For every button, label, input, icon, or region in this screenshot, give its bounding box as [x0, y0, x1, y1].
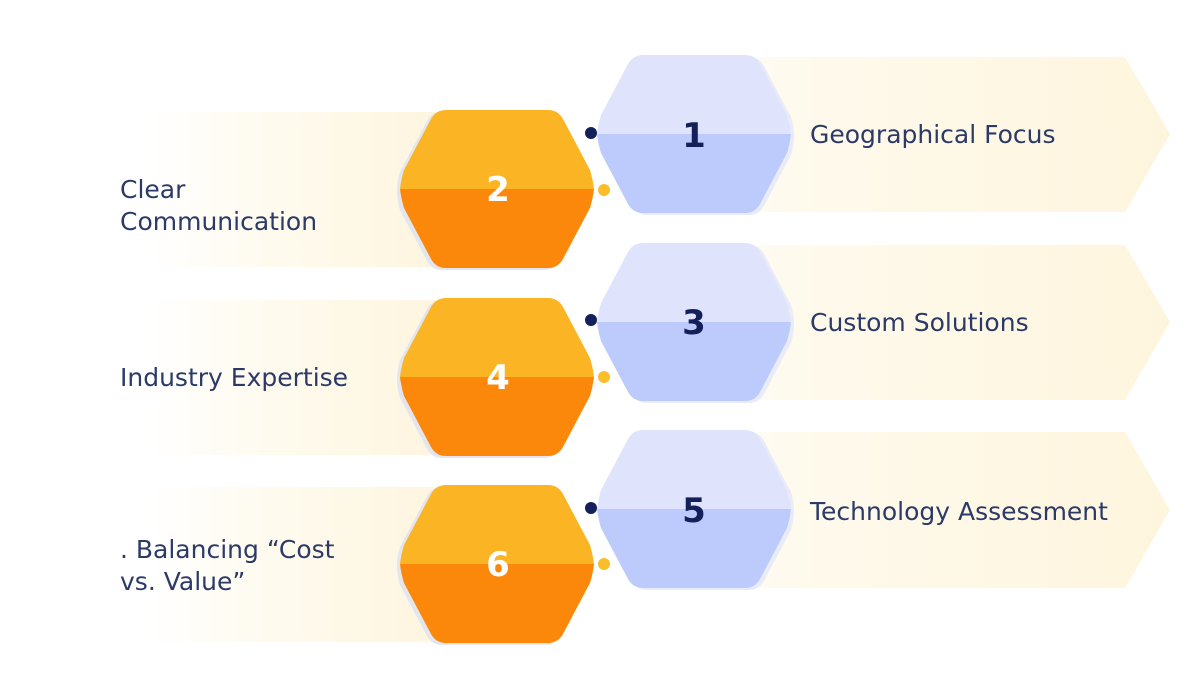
hex-2: [400, 110, 594, 268]
connector-dot-6: [598, 558, 610, 570]
connector-dot-5: [585, 502, 597, 514]
hex-number-5: 5: [682, 491, 706, 531]
label-text: Technology Assessment: [810, 497, 1108, 526]
label-text: Clear Communication: [120, 175, 318, 236]
hex-5: [597, 430, 791, 588]
label-text-line-2: vs. Value”: [120, 567, 246, 596]
connector-dot-2: [598, 184, 610, 196]
connector-dot-4: [598, 371, 610, 383]
hex-number-1: 1: [682, 116, 706, 156]
label-text: Custom Solutions: [810, 308, 1029, 337]
connector-dot-3: [585, 314, 597, 326]
label-balancing-cost-vs-value: . Balancing “Cost vs. Value”: [120, 534, 380, 598]
connector-dot-1: [585, 127, 597, 139]
label-text-line-1: . Balancing “Cost: [120, 535, 335, 564]
hex-number-3: 3: [682, 303, 706, 343]
label-geographical-focus: Geographical Focus: [810, 119, 1170, 151]
hex-4: [400, 298, 594, 456]
hex-number-6: 6: [486, 545, 510, 585]
label-technology-assessment: Technology Assessment: [810, 496, 1170, 528]
hex-6: [400, 485, 594, 643]
hex-number-4: 4: [486, 358, 510, 398]
label-text: Industry Expertise: [120, 363, 349, 392]
label-custom-solutions: Custom Solutions: [810, 307, 1170, 339]
hex-1: [597, 55, 791, 213]
hex-3: [597, 243, 791, 401]
hex-number-2: 2: [486, 170, 510, 210]
label-industry-expertise: Industry Expertise: [120, 362, 380, 394]
label-clear-communication: Clear Communication: [120, 174, 380, 238]
label-text: Geographical Focus: [810, 120, 1056, 149]
